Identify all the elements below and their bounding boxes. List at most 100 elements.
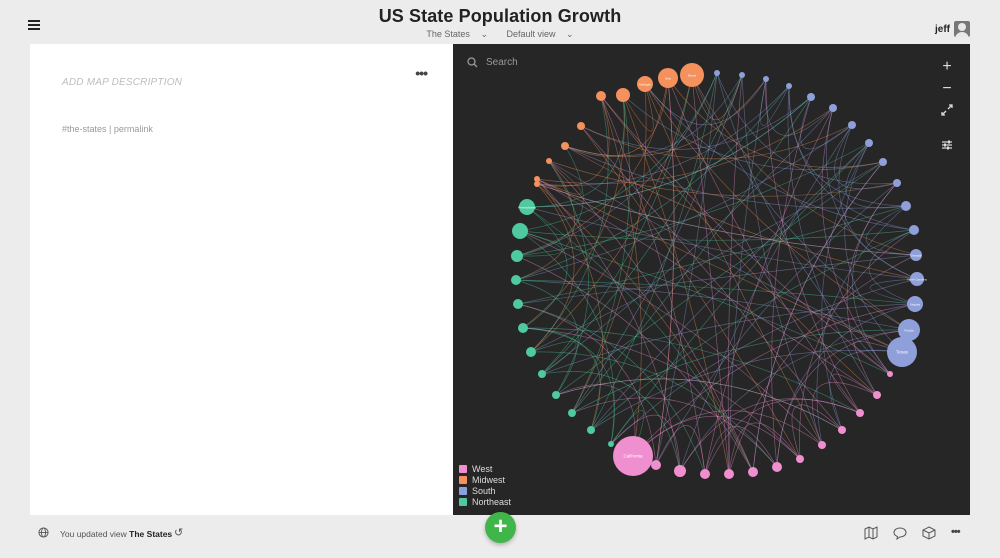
state-node-circle[interactable] bbox=[865, 139, 873, 147]
state-node-circle[interactable] bbox=[829, 104, 837, 112]
map-description-placeholder[interactable]: ADD MAP DESCRIPTION bbox=[62, 77, 183, 88]
state-node-circle[interactable] bbox=[519, 199, 535, 215]
state-node[interactable]: North Carolina bbox=[907, 272, 927, 286]
state-node-circle[interactable] bbox=[879, 158, 887, 166]
state-node[interactable]: Virginia bbox=[907, 296, 923, 312]
state-node[interactable]: Pennsylvania bbox=[518, 199, 536, 215]
state-node[interactable] bbox=[526, 347, 536, 357]
state-node[interactable]: Illinois bbox=[680, 63, 704, 87]
comment-icon[interactable] bbox=[893, 526, 907, 540]
state-node[interactable] bbox=[674, 465, 686, 477]
state-node-circle[interactable] bbox=[637, 76, 653, 92]
state-node-circle[interactable] bbox=[526, 347, 536, 357]
state-node[interactable] bbox=[865, 139, 873, 147]
state-node-circle[interactable] bbox=[534, 176, 540, 182]
state-node-circle[interactable] bbox=[887, 337, 917, 367]
state-node-circle[interactable] bbox=[748, 467, 758, 477]
state-node[interactable]: Ohio bbox=[658, 68, 678, 88]
state-node-circle[interactable] bbox=[739, 72, 745, 78]
undo-icon[interactable]: ↺ bbox=[174, 527, 184, 539]
user-menu[interactable]: jeff bbox=[935, 21, 970, 37]
search-input[interactable] bbox=[486, 57, 626, 68]
state-node[interactable] bbox=[807, 93, 815, 101]
zoom-in-icon[interactable]: + bbox=[942, 58, 952, 75]
state-node-circle[interactable] bbox=[910, 249, 922, 261]
state-node[interactable] bbox=[568, 409, 576, 417]
state-node-circle[interactable] bbox=[577, 122, 585, 130]
state-node-circle[interactable] bbox=[568, 409, 576, 417]
state-node[interactable] bbox=[772, 462, 782, 472]
state-node-circle[interactable] bbox=[724, 469, 734, 479]
state-node-circle[interactable] bbox=[910, 272, 924, 286]
state-node[interactable] bbox=[796, 455, 804, 463]
state-node-circle[interactable] bbox=[534, 181, 540, 187]
state-node-circle[interactable] bbox=[513, 299, 523, 309]
state-node[interactable] bbox=[534, 181, 540, 187]
state-node[interactable] bbox=[786, 83, 792, 89]
globe-icon[interactable] bbox=[38, 527, 49, 538]
state-node-circle[interactable] bbox=[901, 201, 911, 211]
state-node-circle[interactable] bbox=[561, 142, 569, 150]
state-node-circle[interactable] bbox=[786, 83, 792, 89]
state-node[interactable] bbox=[552, 391, 560, 399]
state-node[interactable] bbox=[739, 72, 745, 78]
state-node-circle[interactable] bbox=[772, 462, 782, 472]
state-node-circle[interactable] bbox=[613, 436, 653, 476]
zoom-out-icon[interactable]: − bbox=[942, 80, 952, 97]
state-node-circle[interactable] bbox=[658, 68, 678, 88]
state-node-circle[interactable] bbox=[538, 370, 546, 378]
state-node[interactable] bbox=[577, 122, 585, 130]
state-node[interactable]: Georgia bbox=[910, 249, 922, 261]
state-node[interactable] bbox=[518, 323, 528, 333]
state-node-circle[interactable] bbox=[714, 70, 720, 76]
state-node-circle[interactable] bbox=[907, 296, 923, 312]
state-node[interactable] bbox=[748, 467, 758, 477]
state-node[interactable] bbox=[538, 370, 546, 378]
state-node-circle[interactable] bbox=[518, 323, 528, 333]
state-node[interactable] bbox=[511, 275, 521, 285]
state-node-circle[interactable] bbox=[856, 409, 864, 417]
network-graph[interactable]: Illinois Ohio Michigan Georgia North Carolin… bbox=[453, 44, 970, 515]
state-node-circle[interactable] bbox=[909, 225, 919, 235]
view-selector[interactable]: Default view ⌄ bbox=[503, 29, 578, 39]
settings-sliders-icon[interactable] bbox=[938, 139, 956, 155]
state-node[interactable] bbox=[700, 469, 710, 479]
state-node[interactable] bbox=[856, 409, 864, 417]
state-node[interactable] bbox=[561, 142, 569, 150]
state-node[interactable] bbox=[887, 371, 893, 377]
state-node-circle[interactable] bbox=[700, 469, 710, 479]
state-node-circle[interactable] bbox=[552, 391, 560, 399]
state-node-circle[interactable] bbox=[587, 426, 595, 434]
state-node-circle[interactable] bbox=[616, 88, 630, 102]
state-node[interactable] bbox=[608, 441, 614, 447]
state-node-circle[interactable] bbox=[887, 371, 893, 377]
state-node-circle[interactable] bbox=[512, 223, 528, 239]
state-node-circle[interactable] bbox=[796, 455, 804, 463]
state-node[interactable] bbox=[901, 201, 911, 211]
map-tag-link[interactable]: #the-states bbox=[62, 124, 107, 134]
state-node[interactable]: Florida bbox=[898, 319, 920, 341]
state-node[interactable] bbox=[546, 158, 552, 164]
state-node[interactable] bbox=[714, 70, 720, 76]
more-options-icon[interactable]: ••• bbox=[415, 65, 428, 81]
more-options-icon[interactable]: ••• bbox=[951, 526, 961, 538]
state-node-circle[interactable] bbox=[893, 179, 901, 187]
fit-to-screen-icon[interactable] bbox=[938, 104, 956, 120]
state-node-circle[interactable] bbox=[511, 275, 521, 285]
state-node[interactable] bbox=[763, 76, 769, 82]
state-node[interactable] bbox=[596, 91, 606, 101]
state-node-circle[interactable] bbox=[818, 441, 826, 449]
add-element-button[interactable]: + bbox=[485, 512, 516, 543]
state-node[interactable] bbox=[512, 223, 528, 239]
map-canvas[interactable]: Illinois Ohio Michigan Georgia North Carolin… bbox=[453, 44, 970, 515]
search-bar[interactable] bbox=[467, 57, 626, 68]
hamburger-menu-icon[interactable] bbox=[28, 20, 40, 30]
state-node-circle[interactable] bbox=[898, 319, 920, 341]
state-node-circle[interactable] bbox=[674, 465, 686, 477]
state-node[interactable]: California bbox=[613, 436, 653, 476]
state-node[interactable]: Michigan bbox=[637, 76, 653, 92]
state-node-circle[interactable] bbox=[848, 121, 856, 129]
state-node-circle[interactable] bbox=[608, 441, 614, 447]
cube-icon[interactable] bbox=[922, 526, 936, 540]
activity-view-link[interactable]: The States bbox=[129, 529, 173, 539]
